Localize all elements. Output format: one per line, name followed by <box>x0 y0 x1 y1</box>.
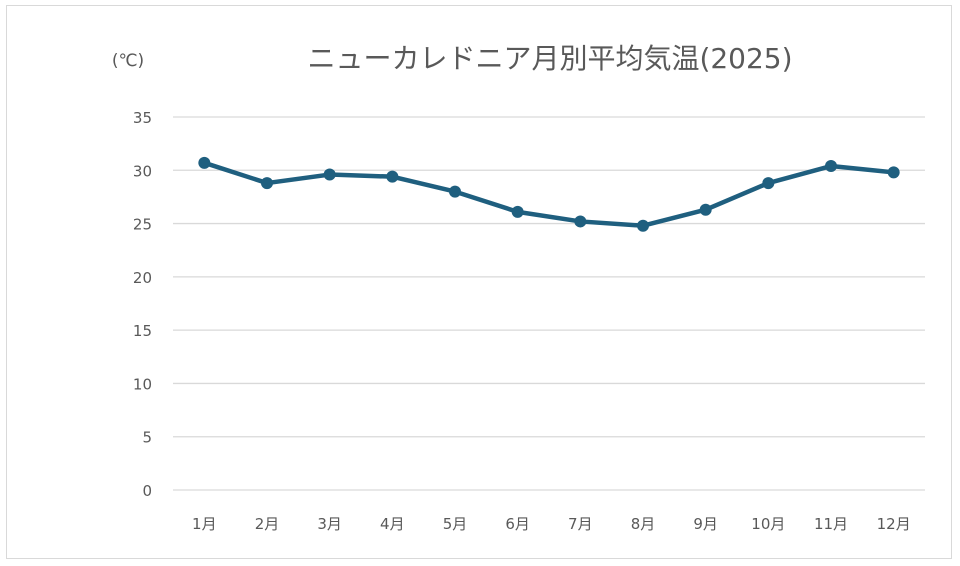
x-tick-label-6: 6月 <box>505 515 530 533</box>
y-tick-label-25: 25 <box>133 216 152 234</box>
y-tick-label-35: 35 <box>133 109 152 127</box>
data-point-6 <box>511 205 524 218</box>
x-tick-label-7: 7月 <box>568 515 593 533</box>
y-tick-label-10: 10 <box>133 375 152 393</box>
y-tick-label-20: 20 <box>133 269 152 287</box>
data-point-8 <box>637 219 649 232</box>
data-point-10 <box>762 177 775 190</box>
data-point-9 <box>699 203 712 216</box>
y-tick-label-15: 15 <box>133 322 152 340</box>
y-tick-label-30: 30 <box>133 162 152 180</box>
data-point-4 <box>386 170 399 183</box>
data-point-7 <box>574 215 587 228</box>
series-line-1 <box>202 160 896 228</box>
data-point-2 <box>261 177 273 190</box>
x-tick-label-2: 2月 <box>255 515 280 533</box>
x-axis-tick-labels: 1月 2月 3月 4月 5月 6月 7月 8月 9月 10月 11月 12月 <box>192 515 911 533</box>
data-point-5 <box>449 185 461 198</box>
y-tick-label-5: 5 <box>142 429 152 447</box>
x-tick-label-5: 5月 <box>443 515 468 533</box>
x-tick-label-8: 8月 <box>631 515 656 533</box>
data-point-3 <box>323 168 336 181</box>
series-layer <box>202 160 896 228</box>
x-tick-label-1: 1月 <box>192 515 217 533</box>
y-axis-tick-labels: 0 5 10 15 20 25 30 35 <box>133 109 152 500</box>
y-axis-unit-label: (℃) <box>112 51 144 71</box>
data-point-12 <box>887 166 900 179</box>
y-tick-label-0: 0 <box>142 482 152 500</box>
chart-frame <box>6 5 952 559</box>
data-points <box>198 156 900 232</box>
data-point-1 <box>198 156 211 169</box>
x-tick-label-9: 9月 <box>693 515 718 533</box>
x-tick-label-10: 10月 <box>751 515 785 533</box>
x-tick-label-4: 4月 <box>380 515 405 533</box>
data-point-11 <box>825 160 837 173</box>
x-tick-label-12: 12月 <box>877 515 911 533</box>
chart-title: ニューカレドニア月別平均気温(2025) <box>307 42 792 75</box>
x-tick-label-11: 11月 <box>814 515 848 533</box>
x-tick-label-3: 3月 <box>317 515 342 533</box>
gridlines <box>173 116 925 491</box>
